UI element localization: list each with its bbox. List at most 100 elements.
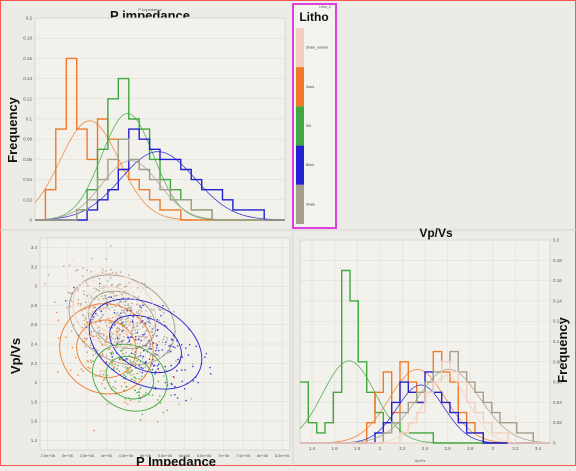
scatter-point <box>98 308 101 311</box>
scatter-point <box>68 264 71 267</box>
x-tick-label: 2.6 <box>444 446 451 451</box>
vpvs-title: Vp/Vs <box>419 226 453 240</box>
scatter-point <box>116 284 119 287</box>
scatter-point <box>95 335 97 337</box>
scatter-point <box>98 285 101 288</box>
scatter-point <box>137 329 139 331</box>
litho-small-title: Litho_4 <box>319 5 331 9</box>
scatter-point <box>111 356 113 358</box>
scatter-point <box>104 298 107 300</box>
scatter-point <box>126 317 128 320</box>
scatter-point <box>157 363 160 366</box>
scatter-point <box>155 370 157 373</box>
litho-item-label: Sand <box>306 85 314 89</box>
litho-swatch <box>296 67 304 107</box>
scatter-point <box>89 344 92 347</box>
scatter-point <box>159 309 162 311</box>
scatter-point <box>116 303 119 305</box>
scatter-point <box>119 358 121 361</box>
scatter-point <box>110 296 113 299</box>
scatter-point <box>124 401 126 404</box>
scatter-point <box>132 291 135 294</box>
scatter-point <box>140 351 142 354</box>
scatter-point <box>144 336 146 338</box>
x-tick-label: 3e+06 <box>62 453 74 458</box>
scatter-point <box>147 340 149 343</box>
scatter-point <box>162 338 165 341</box>
scatter-point <box>176 345 179 347</box>
x-tick-label: 1.6 <box>331 446 338 451</box>
scatter-point <box>144 322 146 324</box>
scatter-point <box>83 290 85 293</box>
scatter-point <box>84 323 86 326</box>
y-tick-label: 3.2 <box>31 264 38 269</box>
scatter-point <box>137 287 139 289</box>
scatter-point <box>151 368 154 371</box>
scatter-point <box>137 335 140 338</box>
scatter-point <box>67 291 70 294</box>
scatter-point <box>79 304 82 306</box>
scatter-point <box>140 366 142 369</box>
scatter-point <box>126 386 128 388</box>
scatter-point <box>128 317 130 319</box>
scatter-point <box>89 306 91 309</box>
scatter-point <box>133 376 135 378</box>
scatter-point <box>130 369 133 372</box>
scatter-point <box>114 387 117 390</box>
scatter-point <box>124 312 127 315</box>
scatter-point <box>111 351 114 353</box>
scatter-point <box>100 370 102 373</box>
y-tick-label: 0.16 <box>553 278 562 283</box>
scatter-point <box>137 296 140 298</box>
scatter-point <box>88 294 91 296</box>
scatter-point <box>69 369 72 372</box>
scatter-point <box>110 268 112 271</box>
scatter-point <box>168 351 170 354</box>
scatter-point <box>72 259 75 262</box>
scatter-point <box>95 375 97 378</box>
scatter-point <box>111 316 114 319</box>
y-tick-label: 0.2 <box>26 16 33 21</box>
scatter-point <box>142 335 144 338</box>
scatter-point <box>116 338 119 340</box>
scatter-point <box>108 296 110 299</box>
scatter-point <box>171 339 174 342</box>
scatter-point <box>119 328 121 331</box>
scatter-point <box>115 334 118 337</box>
scatter-point <box>102 313 104 316</box>
scatter-point <box>108 317 110 320</box>
scatter-point <box>174 385 176 388</box>
scatter-point <box>114 316 117 318</box>
litho-item-label: Shale_normal <box>306 46 328 50</box>
scatter-point <box>109 348 111 350</box>
scatter-point <box>148 358 151 361</box>
scatter-point <box>84 337 86 340</box>
scatter-point <box>156 344 159 346</box>
scatter-point <box>126 342 129 344</box>
scatter-point <box>123 374 125 376</box>
cross-x-label: P Impedance <box>136 454 216 466</box>
scatter-point <box>108 326 110 329</box>
scatter-point <box>141 413 144 416</box>
scatter-point <box>106 298 108 300</box>
confidence-ellipse <box>109 314 182 374</box>
scatter-point <box>139 419 142 421</box>
scatter-point <box>122 310 124 313</box>
scatter-point <box>98 329 101 332</box>
scatter-point <box>95 280 98 283</box>
scatter-point <box>77 302 80 305</box>
scatter-point <box>128 354 131 357</box>
scatter-point <box>124 366 127 368</box>
x-tick-label: 3 <box>492 446 495 451</box>
scatter-point <box>165 369 167 372</box>
x-tick-label: 2.2 <box>399 446 406 451</box>
scatter-point <box>190 398 192 400</box>
scatter-point <box>129 321 132 324</box>
scatter-point <box>116 316 118 319</box>
scatter-point <box>157 329 159 331</box>
scatter-point <box>104 294 107 297</box>
scatter-point <box>63 265 65 267</box>
scatter-point <box>110 288 113 291</box>
scatter-point <box>136 356 138 358</box>
scatter-point <box>102 353 104 355</box>
